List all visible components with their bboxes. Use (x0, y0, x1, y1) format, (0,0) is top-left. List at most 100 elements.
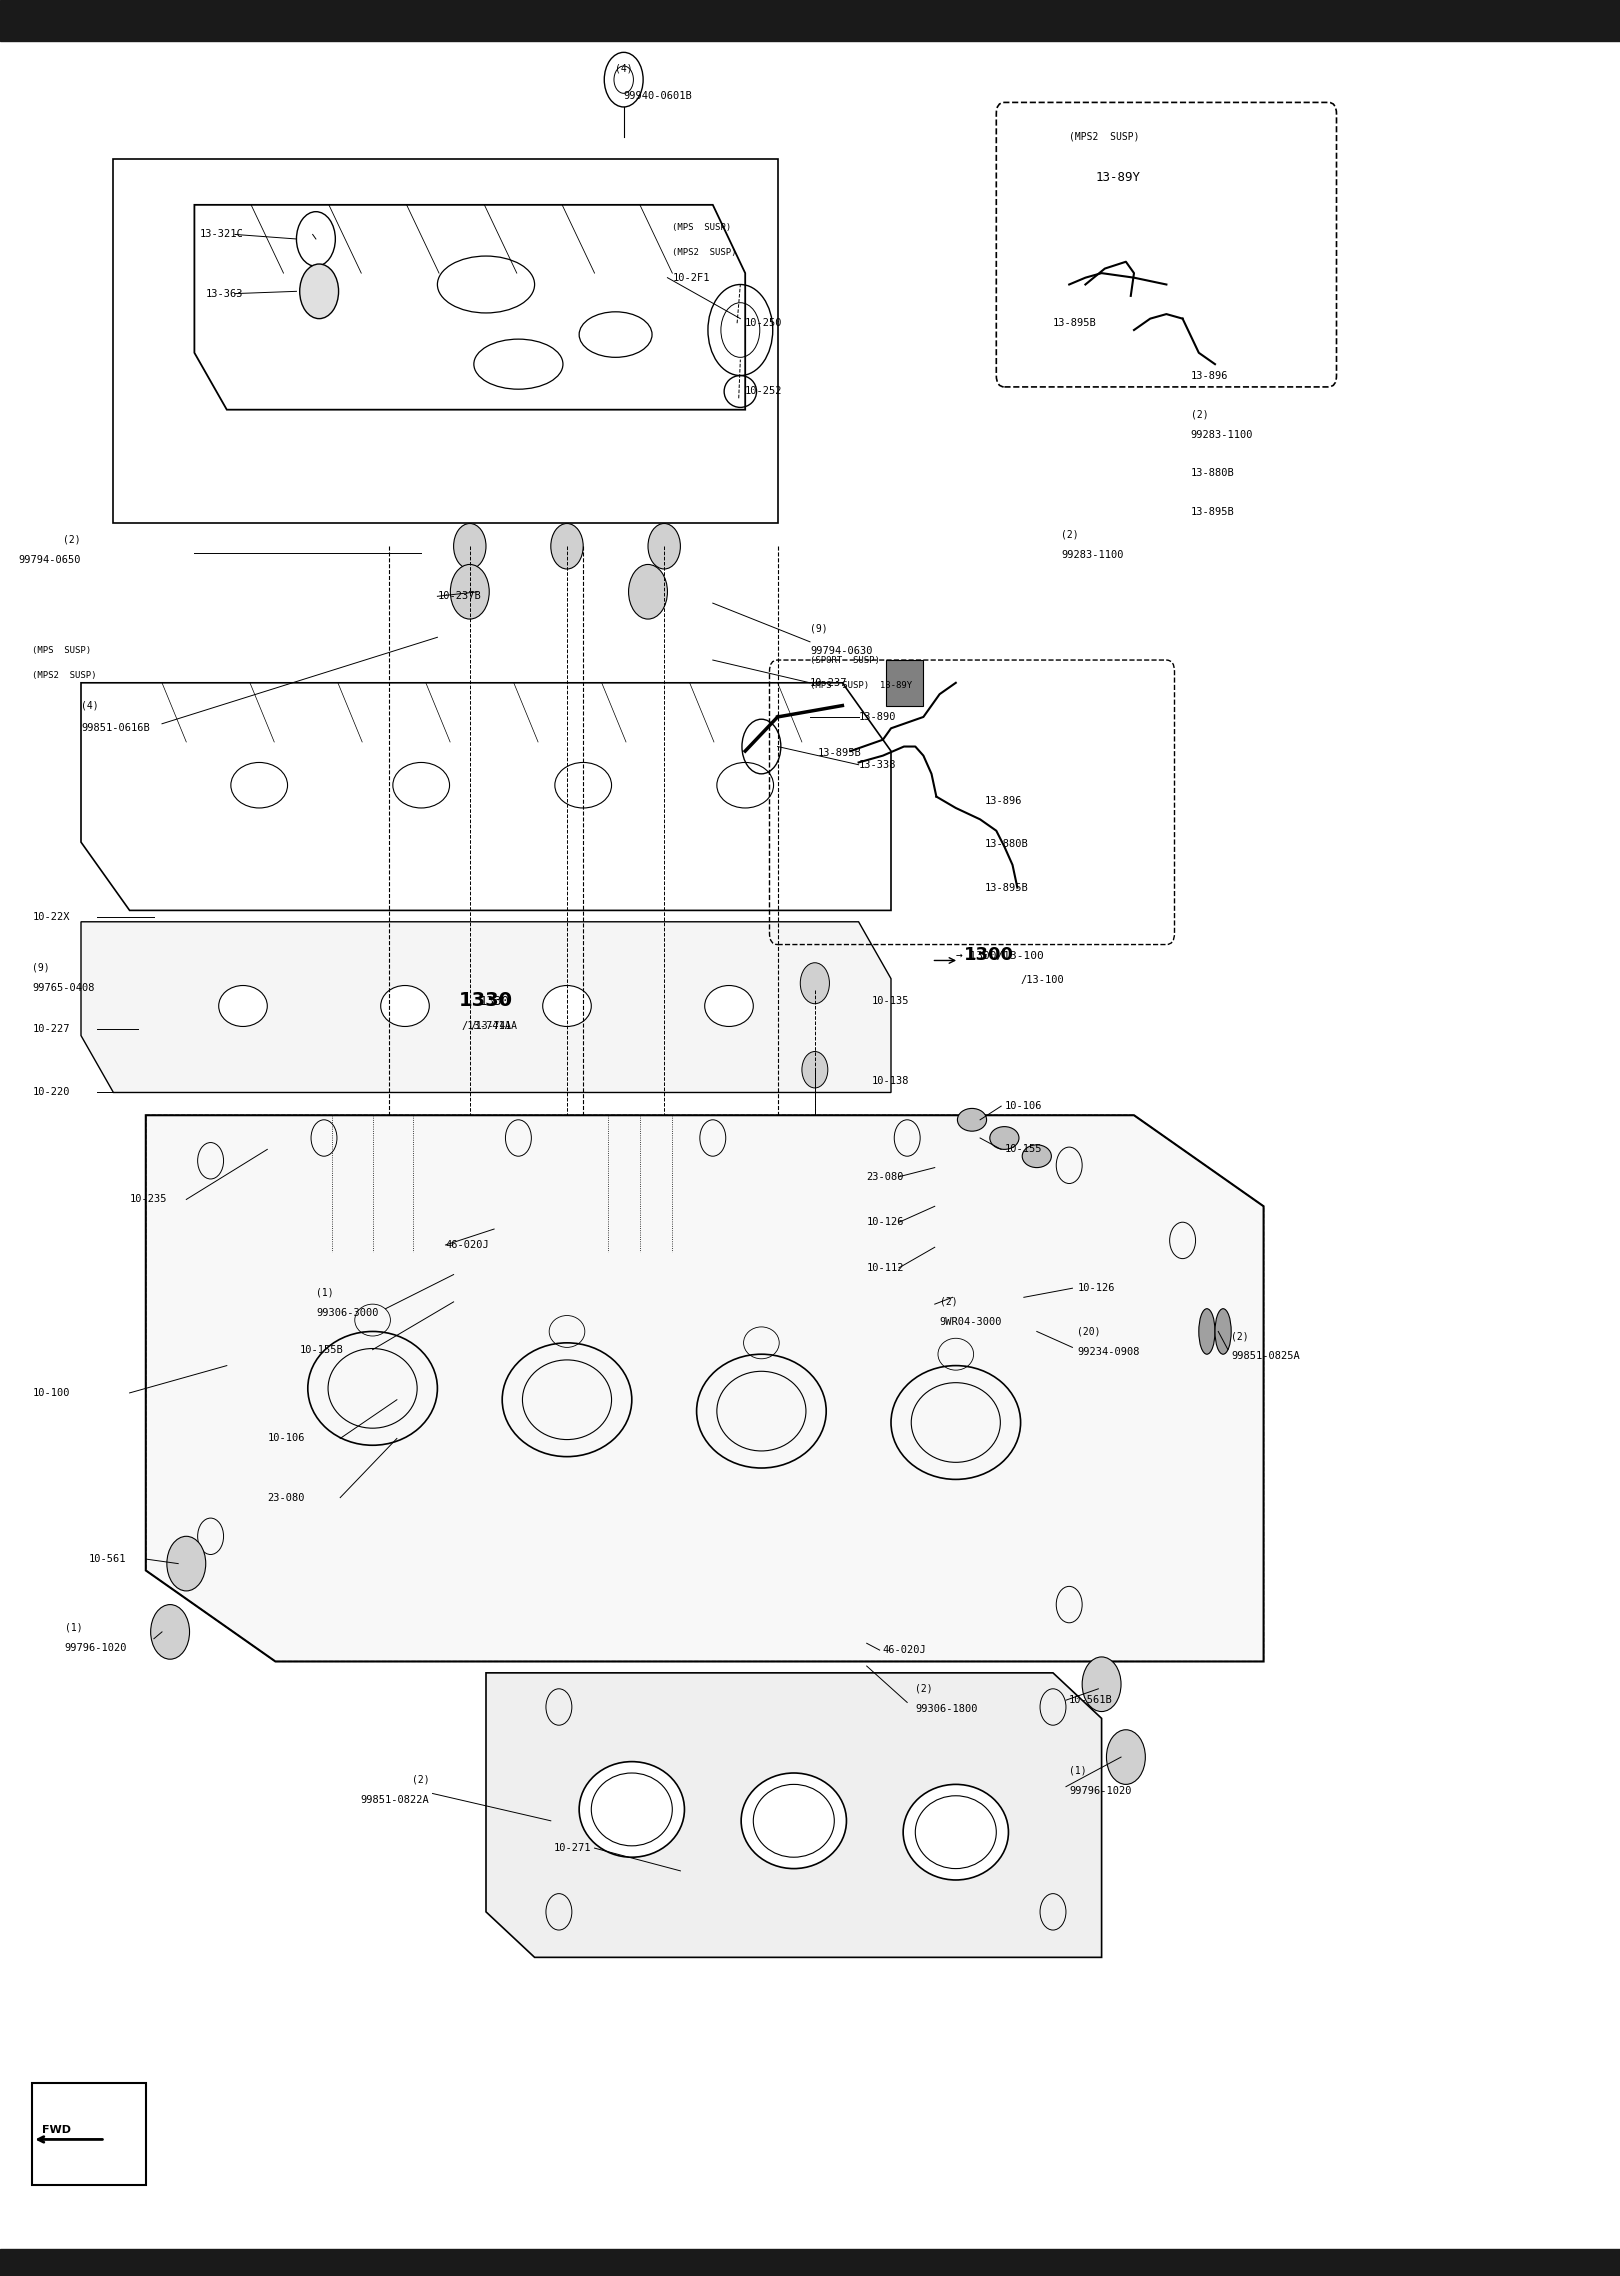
Text: 46-020J: 46-020J (883, 1646, 927, 1655)
Text: /13-741A: /13-741A (470, 1022, 518, 1031)
Text: 10-135: 10-135 (872, 997, 909, 1006)
Text: 13-880B: 13-880B (985, 840, 1029, 849)
Text: 99283-1100: 99283-1100 (1191, 430, 1254, 439)
Text: 10-237B: 10-237B (437, 592, 481, 601)
Ellipse shape (990, 1127, 1019, 1149)
Text: (4): (4) (81, 701, 99, 710)
Text: 10-22X: 10-22X (32, 913, 70, 922)
Text: 13-895B: 13-895B (1053, 319, 1097, 328)
Text: (2): (2) (411, 1775, 429, 1784)
Text: 10-126: 10-126 (1077, 1284, 1115, 1293)
Text: 99851-0822A: 99851-0822A (361, 1796, 429, 1805)
Text: (1): (1) (316, 1288, 334, 1297)
Ellipse shape (1022, 1145, 1051, 1168)
Text: 99851-0825A: 99851-0825A (1231, 1352, 1299, 1361)
Text: 1330: 1330 (458, 990, 514, 1011)
Text: 99283-1100: 99283-1100 (1061, 551, 1124, 560)
Text: 99306-3000: 99306-3000 (316, 1309, 379, 1318)
Text: 13-89Y: 13-89Y (1095, 171, 1140, 184)
Text: (20): (20) (1077, 1327, 1102, 1336)
Text: 10-220: 10-220 (32, 1088, 70, 1097)
Text: FWD: FWD (42, 2126, 71, 2135)
Text: 10-235: 10-235 (130, 1195, 167, 1204)
Text: 1300: 1300 (964, 947, 1014, 965)
Text: 10-106: 10-106 (1004, 1102, 1042, 1111)
Ellipse shape (219, 986, 267, 1026)
Polygon shape (146, 1115, 1264, 1661)
Text: 99234-0908: 99234-0908 (1077, 1347, 1140, 1356)
Bar (0, 0, 1620, 41)
Text: (9): (9) (32, 963, 50, 972)
Ellipse shape (1215, 1309, 1231, 1354)
Text: (MPS  SUSP)  13-89Y: (MPS SUSP) 13-89Y (810, 681, 912, 690)
Text: 13-338: 13-338 (859, 760, 896, 769)
Text: 10-271: 10-271 (554, 1844, 591, 1853)
Text: (2): (2) (63, 535, 81, 544)
Text: (MPS2  SUSP): (MPS2 SUSP) (32, 671, 97, 681)
Ellipse shape (740, 1773, 846, 1869)
Ellipse shape (1199, 1309, 1215, 1354)
Ellipse shape (753, 1784, 834, 1857)
Text: 10-2F1: 10-2F1 (672, 273, 710, 282)
Ellipse shape (543, 986, 591, 1026)
Text: 46-020J: 46-020J (446, 1240, 489, 1250)
Circle shape (450, 564, 489, 619)
Text: 13-895B: 13-895B (1191, 508, 1234, 517)
Text: 10-155: 10-155 (1004, 1145, 1042, 1154)
Text: 99851-0616B: 99851-0616B (81, 724, 149, 733)
Text: (MPS2  SUSP): (MPS2 SUSP) (672, 248, 737, 257)
Text: 99794-0650: 99794-0650 (18, 555, 81, 564)
Text: 10-561: 10-561 (89, 1555, 126, 1564)
Text: 23-080: 23-080 (267, 1493, 305, 1502)
Circle shape (300, 264, 339, 319)
Ellipse shape (705, 986, 753, 1026)
Text: (MPS2  SUSP): (MPS2 SUSP) (1069, 132, 1140, 141)
Text: (2): (2) (1191, 410, 1209, 419)
Text: 10-252: 10-252 (745, 387, 782, 396)
Text: 13-321C: 13-321C (199, 230, 243, 239)
Text: 10-138: 10-138 (872, 1077, 909, 1086)
Polygon shape (486, 1673, 1102, 1957)
Text: 13-895B: 13-895B (818, 749, 862, 758)
Text: (1): (1) (65, 1623, 83, 1632)
Ellipse shape (381, 986, 429, 1026)
Text: 99796-1020: 99796-1020 (65, 1643, 128, 1652)
Text: 13-896: 13-896 (1191, 371, 1228, 380)
Text: 13-890: 13-890 (859, 712, 896, 721)
Text: 10-106: 10-106 (267, 1434, 305, 1443)
Text: (4): (4) (616, 64, 632, 73)
Ellipse shape (580, 1762, 685, 1857)
Text: (2): (2) (915, 1684, 933, 1693)
Text: 13-880B: 13-880B (1191, 469, 1234, 478)
Text: 10-155B: 10-155B (300, 1345, 343, 1354)
Text: 99796-1020: 99796-1020 (1069, 1787, 1132, 1796)
Text: 10-227: 10-227 (32, 1024, 70, 1033)
Text: 10-250: 10-250 (745, 319, 782, 328)
Circle shape (151, 1605, 190, 1659)
Text: (2): (2) (1231, 1331, 1249, 1341)
Text: (1): (1) (1069, 1766, 1087, 1775)
Text: 1330: 1330 (480, 995, 509, 1008)
Text: 99940-0601B: 99940-0601B (624, 91, 692, 100)
Ellipse shape (957, 1108, 987, 1131)
Ellipse shape (904, 1784, 1008, 1880)
Polygon shape (81, 922, 891, 1092)
Text: → 1300/13-100: → 1300/13-100 (956, 951, 1043, 960)
Circle shape (629, 564, 667, 619)
Ellipse shape (591, 1773, 672, 1846)
Text: 99306-1800: 99306-1800 (915, 1705, 978, 1714)
Text: (MPS  SUSP): (MPS SUSP) (672, 223, 731, 232)
Text: 99765-0408: 99765-0408 (32, 983, 96, 992)
Circle shape (454, 523, 486, 569)
Text: 10-100: 10-100 (32, 1388, 70, 1397)
Text: 10-126: 10-126 (867, 1218, 904, 1227)
Text: 10-561B: 10-561B (1069, 1696, 1113, 1705)
Text: (MPS  SUSP): (MPS SUSP) (32, 646, 91, 655)
Circle shape (648, 523, 680, 569)
Text: (2): (2) (940, 1297, 957, 1306)
Text: CYLINDER HEAD & COVER (2000CC): CYLINDER HEAD & COVER (2000CC) (658, 14, 962, 27)
Text: 13-363: 13-363 (206, 289, 243, 298)
Circle shape (1106, 1730, 1145, 1784)
Text: 9WR04-3000: 9WR04-3000 (940, 1318, 1003, 1327)
Bar (0, 2249, 1620, 2276)
